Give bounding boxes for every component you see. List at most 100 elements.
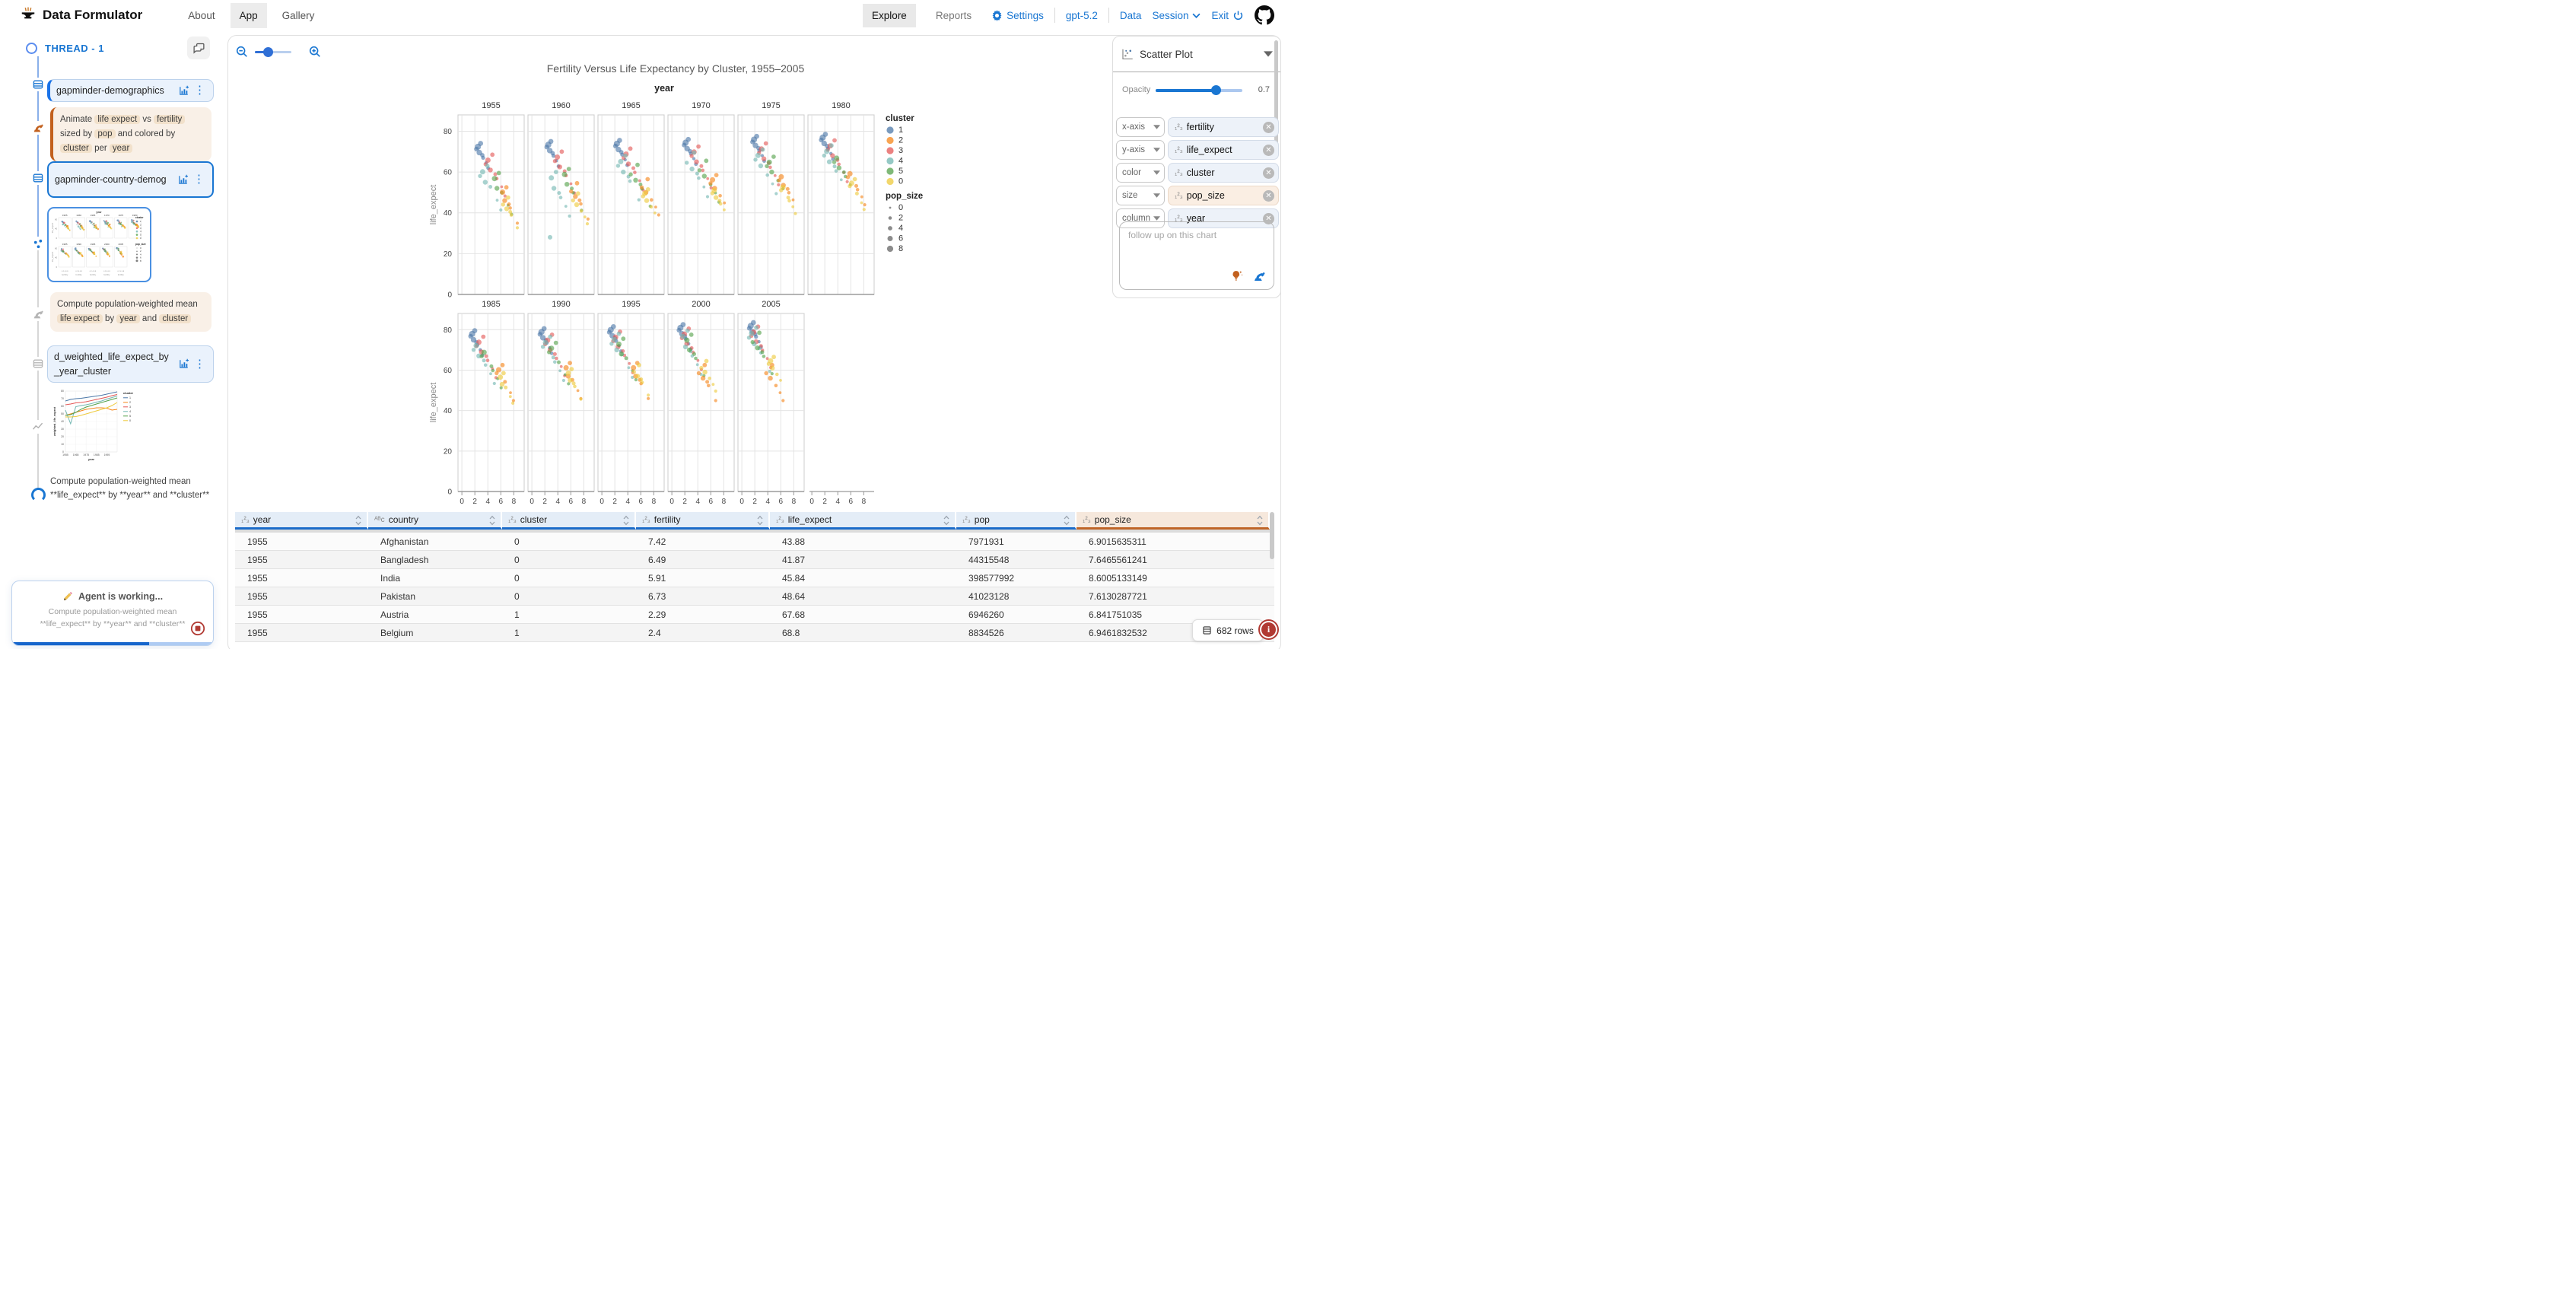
github-icon[interactable] [1255,5,1274,25]
exit-button[interactable]: Exit [1211,10,1244,21]
svg-text:80: 80 [55,247,57,250]
nav-app[interactable]: App [230,2,267,28]
field-pill-life_expect[interactable]: ₁²₃ life_expect ✕ [1168,140,1279,160]
svg-text:4: 4 [898,157,903,166]
prompt-card-2[interactable]: Compute population-weighted mean life ex… [50,292,211,332]
svg-text:4: 4 [898,224,903,233]
card-menu-icon[interactable]: ⋮ [194,84,205,97]
table-cell: 1 [514,627,520,638]
suggest-ideas-icon[interactable] [1230,269,1243,282]
channel-select-size[interactable]: size [1116,186,1165,205]
chevron-down-icon [1192,13,1201,18]
tab-reports[interactable]: Reports [935,9,972,21]
column-header-country[interactable]: ᴬᴮc country [368,512,502,530]
session-menu[interactable]: Session [1152,10,1201,21]
field-pill-fertility[interactable]: ₁²₃ fertility ✕ [1168,117,1279,137]
config-scrollbar[interactable] [1274,40,1278,153]
tab-explore[interactable]: Explore [863,3,916,27]
chart-thumbnail-scatter[interactable]: year life_expect 0 40 80 1955 1960 1965 1970 1975… [47,207,151,282]
sort-icon[interactable] [623,515,629,528]
svg-text:1985: 1985 [62,243,68,246]
svg-text:8: 8 [140,259,142,262]
create-chart-icon[interactable] [178,358,189,370]
field-pill-pop_size[interactable]: ₁²₃ pop_size ✕ [1168,186,1279,205]
chart-type-selector[interactable]: Scatter Plot [1113,37,1280,72]
table-cell: 7971931 [968,536,1004,547]
table-info-button[interactable]: i [1258,619,1279,640]
zoom-out-icon[interactable] [235,45,249,59]
svg-text:5: 5 [129,415,131,418]
sort-icon[interactable] [355,515,361,528]
stop-button[interactable] [190,621,205,636]
svg-text:1985: 1985 [94,453,100,457]
number-type-icon: ₁²₃ [642,515,650,524]
table-cell: 7.42 [648,536,666,547]
channel-select-color[interactable]: color [1116,163,1165,183]
dataset-card-gapminder-demographics[interactable]: gapminder-demographics ⋮ [47,79,214,102]
svg-text:4: 4 [835,498,840,506]
clear-field-icon[interactable]: ✕ [1263,167,1274,179]
column-header-cluster[interactable]: ₁²₃ cluster [502,512,636,530]
svg-text:year: year [88,457,95,461]
column-header-year[interactable]: ₁²₃ year [235,512,368,530]
svg-text:1: 1 [898,126,903,135]
clear-field-icon[interactable]: ✕ [1263,121,1274,133]
sort-icon[interactable] [943,515,949,528]
opacity-slider-knob[interactable] [1211,85,1221,95]
svg-text:1995: 1995 [91,243,96,246]
prompt-card-1[interactable]: Animate life expect vs fertility sized b… [50,107,211,161]
svg-text:8: 8 [582,498,587,506]
svg-text:1995: 1995 [104,453,110,457]
svg-text:1975: 1975 [83,453,89,457]
sort-icon[interactable] [1064,515,1070,528]
zoom-in-icon[interactable] [308,45,322,59]
table-cell: 1 [514,609,520,620]
followup-box[interactable]: follow up on this chart [1119,221,1274,290]
number-type-icon: ₁²₃ [1175,168,1183,177]
svg-text:life_expect: life_expect [51,223,54,234]
model-selector[interactable]: gpt-5.2 [1065,9,1098,21]
dataset-icon [31,78,45,91]
create-chart-icon[interactable] [177,174,189,186]
line-chart-node-icon [31,420,45,434]
clear-field-icon[interactable]: ✕ [1263,189,1274,202]
chat-toggle-button[interactable] [187,37,210,59]
nav-about[interactable]: About [188,9,215,21]
sort-icon[interactable] [1257,515,1263,528]
opacity-control: Opacity 0.7 [1122,84,1271,97]
chart-size-slider[interactable] [255,46,291,57]
channel-select-y-axis[interactable]: y-axis [1116,140,1165,160]
card-menu-icon[interactable]: ⋮ [193,173,205,186]
sort-icon[interactable] [757,515,763,528]
chevron-down-icon [1153,170,1160,175]
shelf-size: size ₁²₃ pop_size ✕ [1116,186,1279,205]
dataset-card-weighted-life-expect[interactable]: d_weighted_life_expect_by_year_cluster ⋮ [47,345,214,383]
svg-text:1965: 1965 [73,453,79,457]
data-button[interactable]: Data [1119,9,1142,21]
svg-text:6: 6 [499,498,504,506]
settings-button[interactable]: Settings [991,9,1044,21]
nav-gallery[interactable]: Gallery [281,9,315,21]
clear-field-icon[interactable]: ✕ [1263,144,1274,156]
channel-select-x-axis[interactable]: x-axis [1116,117,1165,137]
clear-field-icon[interactable]: ✕ [1263,212,1274,224]
opacity-label: Opacity [1122,85,1151,94]
dataset-card-gapminder-country-demog[interactable]: gapminder-country-demog ⋮ [47,161,214,198]
chevron-down-icon [1264,51,1273,57]
followup-placeholder: follow up on this chart [1128,230,1217,240]
create-chart-icon[interactable] [178,85,189,97]
field-pill-cluster[interactable]: ₁²₃ cluster ✕ [1168,163,1279,183]
formulate-submit-icon[interactable] [1252,269,1266,283]
field-pill-year[interactable]: ₁²₃ year ✕ [1168,208,1279,228]
table-cell: 6.9461832532 [1089,627,1147,638]
column-header-fertility[interactable]: ₁²₃ fertility [636,512,770,530]
sort-icon[interactable] [489,515,495,528]
card-menu-icon[interactable]: ⋮ [194,357,205,371]
column-header-life_expect[interactable]: ₁²₃ life_expect [770,512,956,530]
svg-text:20: 20 [444,250,453,259]
column-header-pop[interactable]: ₁²₃ pop [956,512,1077,530]
column-header-pop_size[interactable]: ₁²₃ pop_size [1077,512,1270,530]
shelf-y-axis: y-axis ₁²₃ life_expect ✕ [1116,140,1279,160]
chart-thumbnail-line[interactable]: 0 10 20 30 40 50 60 70 80 1955 1965 1975 1985 1995 yea… [52,385,146,470]
table-scrollbar[interactable] [1270,512,1274,559]
